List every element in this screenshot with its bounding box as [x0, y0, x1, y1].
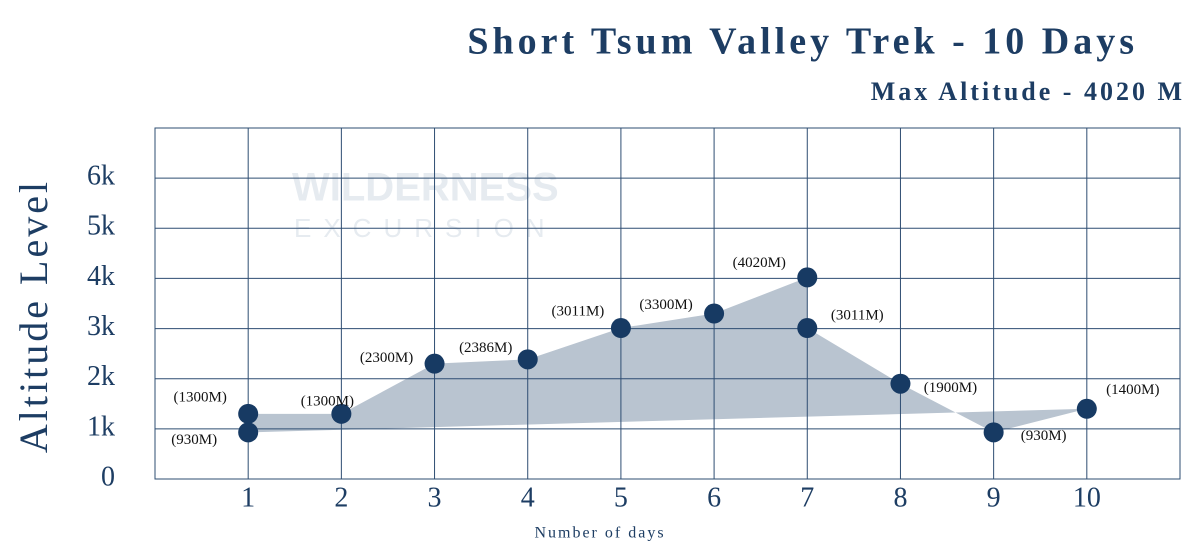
value-label: (3300M): [639, 297, 692, 313]
y-tick-label: 1k: [87, 411, 115, 442]
x-tick-label: 9: [987, 482, 1001, 513]
x-tick-label: 10: [1073, 482, 1101, 513]
value-label: (1400M): [1106, 382, 1159, 398]
y-tick-label: 3k: [87, 311, 115, 342]
chart-title: Short Tsum Valley Trek - 10 Days: [467, 21, 1138, 63]
value-label: (1300M): [301, 393, 354, 409]
data-point: [238, 422, 259, 443]
x-tick-label: 2: [334, 482, 348, 513]
data-point: [517, 349, 538, 370]
value-label: (3011M): [831, 307, 884, 323]
value-label: (4020M): [733, 255, 786, 271]
data-point: [1076, 398, 1097, 419]
data-point: [890, 373, 911, 394]
value-label: (2386M): [459, 340, 512, 356]
x-tick-label: 5: [614, 482, 628, 513]
chart-subtitle: Max Altitude - 4020 M: [871, 77, 1185, 106]
watermark: WILDERNESS: [292, 166, 559, 210]
x-tick-label: 4: [521, 482, 535, 513]
data-point: [331, 403, 352, 424]
value-label: (3011M): [552, 303, 605, 319]
value-label: (2300M): [360, 350, 413, 366]
value-label: (1900M): [924, 380, 977, 396]
value-label: (930M): [171, 432, 217, 448]
y-tick-label: 4k: [87, 261, 115, 292]
y-tick-label: 2k: [87, 361, 115, 392]
data-point: [610, 318, 631, 339]
data-point: [238, 403, 259, 424]
x-tick-label: 3: [428, 482, 442, 513]
y-tick-label: 6k: [87, 161, 115, 192]
x-tick-label: 8: [893, 482, 907, 513]
x-tick-label: 1: [241, 482, 255, 513]
x-tick-label: 7: [800, 482, 814, 513]
y-tick-label: 5k: [87, 211, 115, 242]
y-tick-label: 0: [101, 461, 115, 492]
value-label: (930M): [1021, 428, 1067, 444]
data-point: [797, 318, 818, 339]
y-axis-label: Altitude Level: [11, 179, 56, 453]
x-axis-label: Number of days: [534, 525, 665, 542]
area: [248, 277, 1087, 433]
data-point: [424, 353, 445, 374]
data-point: [797, 267, 818, 288]
x-tick-label: 6: [707, 482, 721, 513]
data-point: [983, 422, 1004, 443]
value-label: (1300M): [174, 389, 227, 405]
data-point: [704, 303, 725, 324]
